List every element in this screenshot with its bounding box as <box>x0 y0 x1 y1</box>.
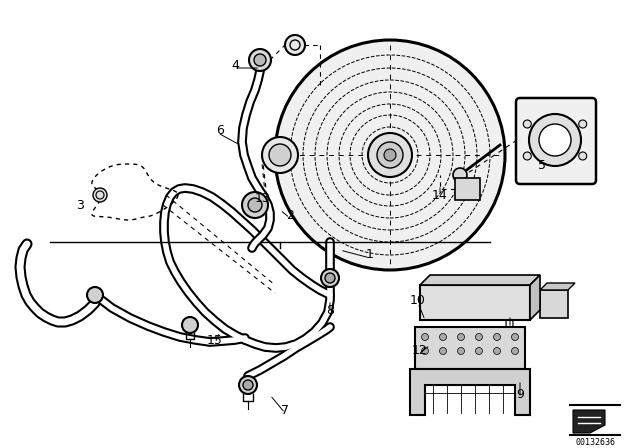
Circle shape <box>254 54 266 66</box>
Circle shape <box>93 188 107 202</box>
Text: 11: 11 <box>502 319 518 332</box>
Text: 12: 12 <box>412 344 428 357</box>
Circle shape <box>422 333 429 340</box>
Circle shape <box>476 348 483 354</box>
Circle shape <box>87 287 103 303</box>
Text: 3: 3 <box>76 198 84 211</box>
Circle shape <box>476 333 483 340</box>
Text: 1: 1 <box>366 249 374 262</box>
FancyBboxPatch shape <box>516 98 596 184</box>
Circle shape <box>524 152 531 160</box>
Circle shape <box>285 35 305 55</box>
Circle shape <box>493 348 500 354</box>
Text: 13: 13 <box>255 191 271 204</box>
Circle shape <box>440 333 447 340</box>
Circle shape <box>377 142 403 168</box>
Polygon shape <box>530 275 540 320</box>
Circle shape <box>458 333 465 340</box>
FancyBboxPatch shape <box>540 290 568 318</box>
Circle shape <box>511 348 518 354</box>
Circle shape <box>458 348 465 354</box>
Text: 7: 7 <box>281 404 289 417</box>
Text: 10: 10 <box>410 293 426 306</box>
Text: 6: 6 <box>216 124 224 137</box>
Text: 14: 14 <box>432 189 448 202</box>
Circle shape <box>422 348 429 354</box>
Circle shape <box>275 40 505 270</box>
Polygon shape <box>410 369 530 415</box>
Circle shape <box>242 192 268 218</box>
Text: 5: 5 <box>538 159 546 172</box>
Circle shape <box>321 269 339 287</box>
Text: 15: 15 <box>207 333 223 346</box>
Circle shape <box>511 333 518 340</box>
Circle shape <box>493 333 500 340</box>
FancyBboxPatch shape <box>415 327 525 369</box>
Circle shape <box>524 120 531 128</box>
Text: 4: 4 <box>231 59 239 72</box>
Circle shape <box>529 114 581 166</box>
Circle shape <box>248 198 262 212</box>
Circle shape <box>325 273 335 283</box>
Circle shape <box>579 152 587 160</box>
Polygon shape <box>540 283 575 290</box>
Circle shape <box>243 380 253 390</box>
Circle shape <box>262 137 298 173</box>
Circle shape <box>384 149 396 161</box>
Text: 00132636: 00132636 <box>575 438 615 447</box>
Circle shape <box>182 317 198 333</box>
FancyBboxPatch shape <box>420 285 530 320</box>
Circle shape <box>269 144 291 166</box>
Circle shape <box>539 124 571 156</box>
Text: 8: 8 <box>326 303 334 316</box>
Circle shape <box>249 49 271 71</box>
Circle shape <box>579 120 587 128</box>
Circle shape <box>440 348 447 354</box>
Text: 9: 9 <box>516 388 524 401</box>
Circle shape <box>453 168 467 182</box>
Polygon shape <box>420 275 540 285</box>
Polygon shape <box>573 410 605 433</box>
FancyBboxPatch shape <box>455 178 480 200</box>
Text: 2: 2 <box>286 208 294 221</box>
Circle shape <box>239 376 257 394</box>
Circle shape <box>368 133 412 177</box>
